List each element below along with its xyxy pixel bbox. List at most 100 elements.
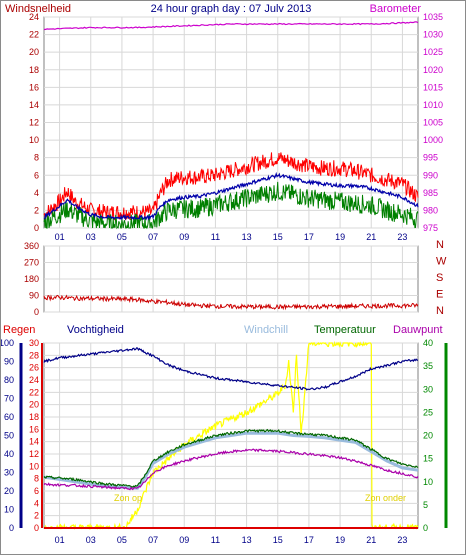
tick-label-humidity: 80: [4, 375, 14, 385]
tick-label-barometer: 1010: [423, 100, 443, 110]
chart-title: 24 hour graph day : 07 Julv 2013: [151, 3, 312, 15]
tick-label-hour: 19: [335, 535, 345, 545]
tick-label-barometer: 1035: [423, 12, 443, 22]
tick-label-rain: 4: [34, 498, 39, 508]
tick-label-wind: 10: [29, 135, 39, 145]
tick-label-hour: 15: [273, 535, 283, 545]
tick-label-temperature: 0: [423, 523, 428, 533]
tick-label-humidity: 30: [4, 468, 14, 478]
tick-label-rain: 30: [29, 338, 39, 348]
annotation-sunrise: Zon op: [114, 493, 142, 503]
tick-label-humidity: 60: [4, 412, 14, 422]
legend-temperature: Temperatuur: [314, 324, 376, 336]
tick-label-rain: 14: [29, 437, 39, 447]
series-wind: [43, 181, 419, 230]
tick-label-barometer: 995: [423, 153, 438, 163]
tick-label-hour: 15: [273, 232, 283, 242]
tick-label-direction: 270: [24, 258, 39, 268]
tick-label-temperature: 15: [423, 454, 433, 464]
tick-label-humidity: 20: [4, 486, 14, 496]
tick-label-hour: 03: [86, 232, 96, 242]
tick-label-hour: 11: [211, 232, 220, 242]
tick-label-hour: 01: [55, 232, 65, 242]
tick-label-temperature: 10: [423, 477, 433, 487]
tick-label-direction: 360: [24, 241, 39, 251]
tick-label-temperature: 5: [423, 500, 428, 510]
tick-label-wind: 8: [34, 153, 39, 163]
tick-label-hour: 11: [211, 535, 220, 545]
tick-label-hour: 01: [55, 535, 65, 545]
tick-label-wind: 18: [29, 65, 39, 75]
series-gust: [43, 152, 419, 222]
tick-label-barometer: 1025: [423, 47, 443, 57]
legend-windchill: Windchill: [244, 324, 288, 336]
tick-label-temperature: 40: [423, 338, 433, 348]
tick-label-humidity: 10: [4, 505, 14, 515]
tick-label-direction: 180: [24, 274, 39, 284]
tick-label-wind: 12: [29, 118, 39, 128]
temperature-series-group: [43, 340, 419, 531]
tick-label-wind: 2: [34, 205, 39, 215]
series-humidity: [43, 347, 419, 391]
series-barometer: [43, 21, 419, 31]
tick-label-wind: 16: [29, 82, 39, 92]
tick-label-barometer: 1005: [423, 118, 443, 128]
tick-label-hour: 17: [304, 535, 314, 545]
tick-label-barometer: 985: [423, 188, 438, 198]
tick-label-rain: 18: [29, 412, 39, 422]
tick-label-rain: 0: [34, 523, 39, 533]
series-dewpoint: [43, 448, 419, 491]
tick-label-humidity: 50: [4, 431, 14, 441]
tick-label-hour: 03: [86, 535, 96, 545]
tick-label-humidity: 100: [1, 338, 14, 348]
tick-label-wind: 20: [29, 47, 39, 57]
tick-label-barometer: 980: [423, 205, 438, 215]
tick-label-hour: 13: [242, 232, 252, 242]
tick-label-direction: 0: [34, 307, 39, 317]
compass-label: N: [436, 239, 444, 251]
tick-label-rain: 16: [29, 424, 39, 434]
tick-label-humidity: 90: [4, 357, 14, 367]
tick-label-wind: 6: [34, 170, 39, 180]
tick-label-barometer: 1015: [423, 82, 443, 92]
tick-label-rain: 28: [29, 350, 39, 360]
tick-label-hour: 21: [366, 535, 376, 545]
legend-dewpoint: Dauwpunt: [393, 324, 443, 336]
compass-label: E: [436, 289, 443, 301]
tick-label-wind: 4: [34, 188, 39, 198]
tick-label-wind: 22: [29, 30, 39, 40]
tick-label-barometer: 1030: [423, 30, 443, 40]
tick-label-wind: 14: [29, 100, 39, 110]
tick-label-temperature: 35: [423, 361, 433, 371]
tick-label-barometer: 1020: [423, 65, 443, 75]
tick-label-hour: 17: [304, 232, 314, 242]
compass-label: S: [436, 272, 443, 284]
legend-rain: Regen: [3, 324, 35, 336]
tick-label-wind: 24: [29, 12, 39, 22]
direction-series-group: [43, 294, 419, 311]
tick-label-hour: 07: [148, 232, 158, 242]
tick-label-rain: 2: [34, 511, 39, 521]
grid: [44, 16, 418, 529]
compass-label: N: [436, 305, 444, 317]
tick-label-rain: 8: [34, 474, 39, 484]
series-solar: [43, 340, 419, 531]
tick-label-hour: 23: [397, 535, 407, 545]
tick-label-hour: 21: [366, 232, 376, 242]
tick-label-humidity: 40: [4, 449, 14, 459]
tick-label-temperature: 25: [423, 407, 433, 417]
tick-label-humidity: 0: [9, 523, 14, 533]
legend-humidity: Vochtigheid: [67, 324, 124, 336]
tick-label-hour: 07: [148, 535, 158, 545]
tick-label-rain: 26: [29, 363, 39, 373]
wind-series-group: [43, 21, 419, 230]
series-average: [43, 171, 419, 221]
tick-label-temperature: 20: [423, 431, 433, 441]
series-temperature: [43, 428, 419, 488]
tick-label-hour: 23: [397, 232, 407, 242]
tick-label-rain: 12: [29, 449, 39, 459]
series-direction: [43, 294, 419, 311]
axis-labels-group: 0246810121416182022249759809859909951000…: [1, 12, 448, 545]
